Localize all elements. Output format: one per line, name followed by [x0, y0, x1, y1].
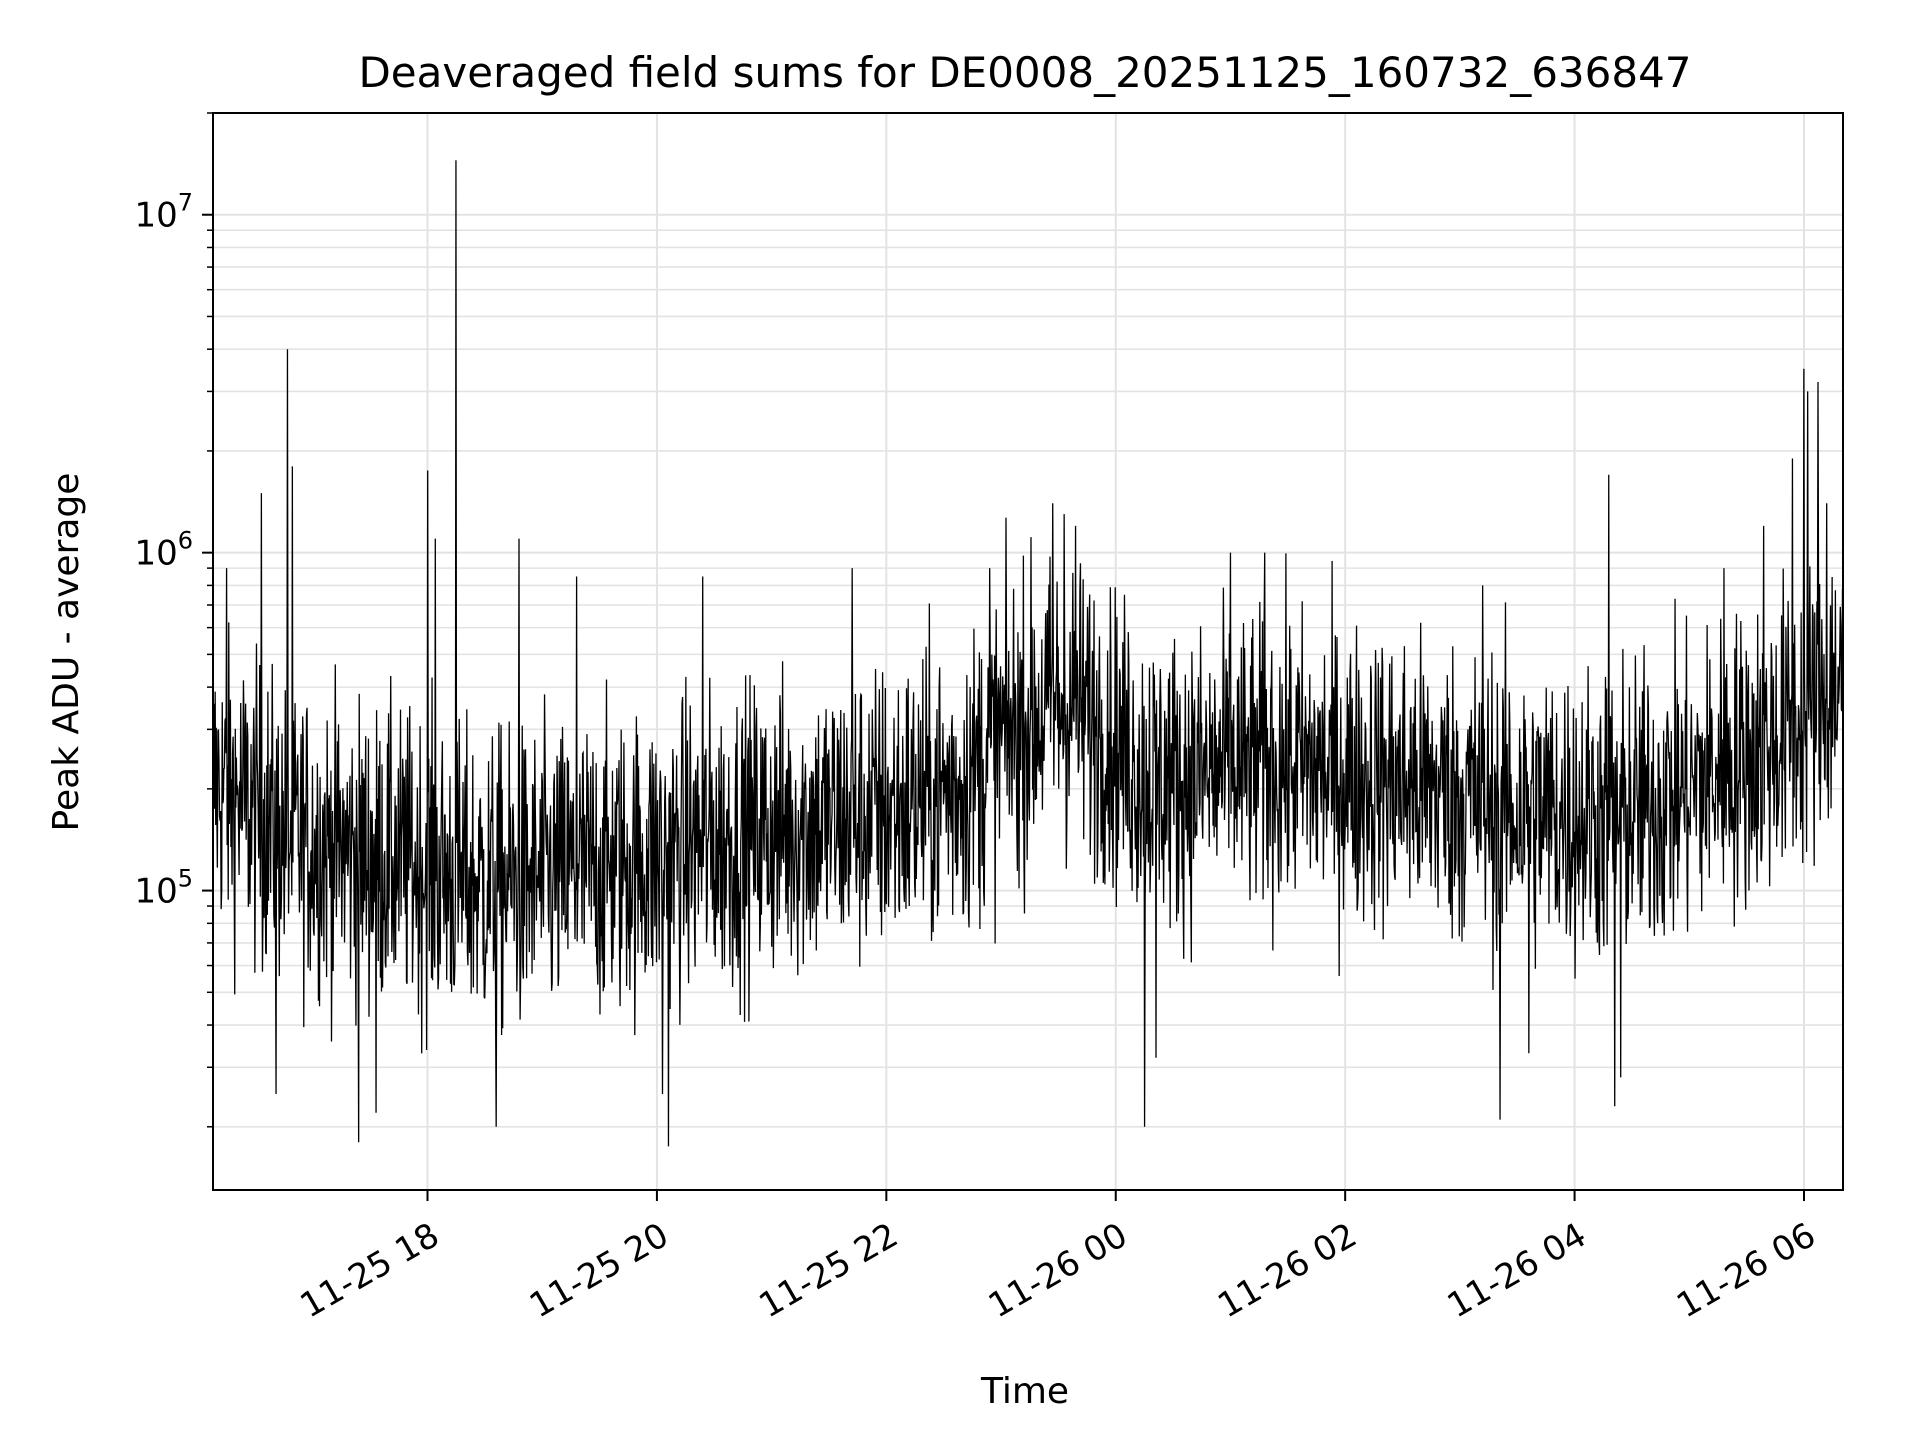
x-tick-label: 11-25 18	[294, 1215, 446, 1326]
series-line-group	[212, 160, 1844, 1147]
series-line	[212, 160, 1844, 1147]
grid-lines	[213, 112, 1843, 1190]
y-axis-label: Peak ADU - average	[46, 473, 87, 832]
x-tick-label: 11-26 00	[982, 1215, 1134, 1326]
y-tick-label: 107	[134, 189, 193, 236]
x-axis-label: Time	[980, 1371, 1069, 1412]
y-tick-label: 106	[134, 527, 193, 574]
x-axis-ticks: 11-25 18 11-25 20 11-25 22 11-26 00 11-26 02…	[294, 1190, 1822, 1326]
x-tick-label: 11-26 06	[1670, 1215, 1822, 1326]
x-tick-label: 11-25 22	[752, 1215, 904, 1326]
chart-title: Deaveraged field sums for DE0008_2025112…	[358, 48, 1691, 97]
x-tick-label: 11-26 04	[1441, 1215, 1593, 1326]
x-tick-label: 11-25 20	[523, 1215, 675, 1326]
y-tick-label: 105	[134, 865, 193, 912]
x-tick-label: 11-26 02	[1211, 1215, 1363, 1326]
y-axis-ticks: 105 106 107	[134, 112, 213, 1128]
plot-frame	[212, 112, 1844, 1191]
